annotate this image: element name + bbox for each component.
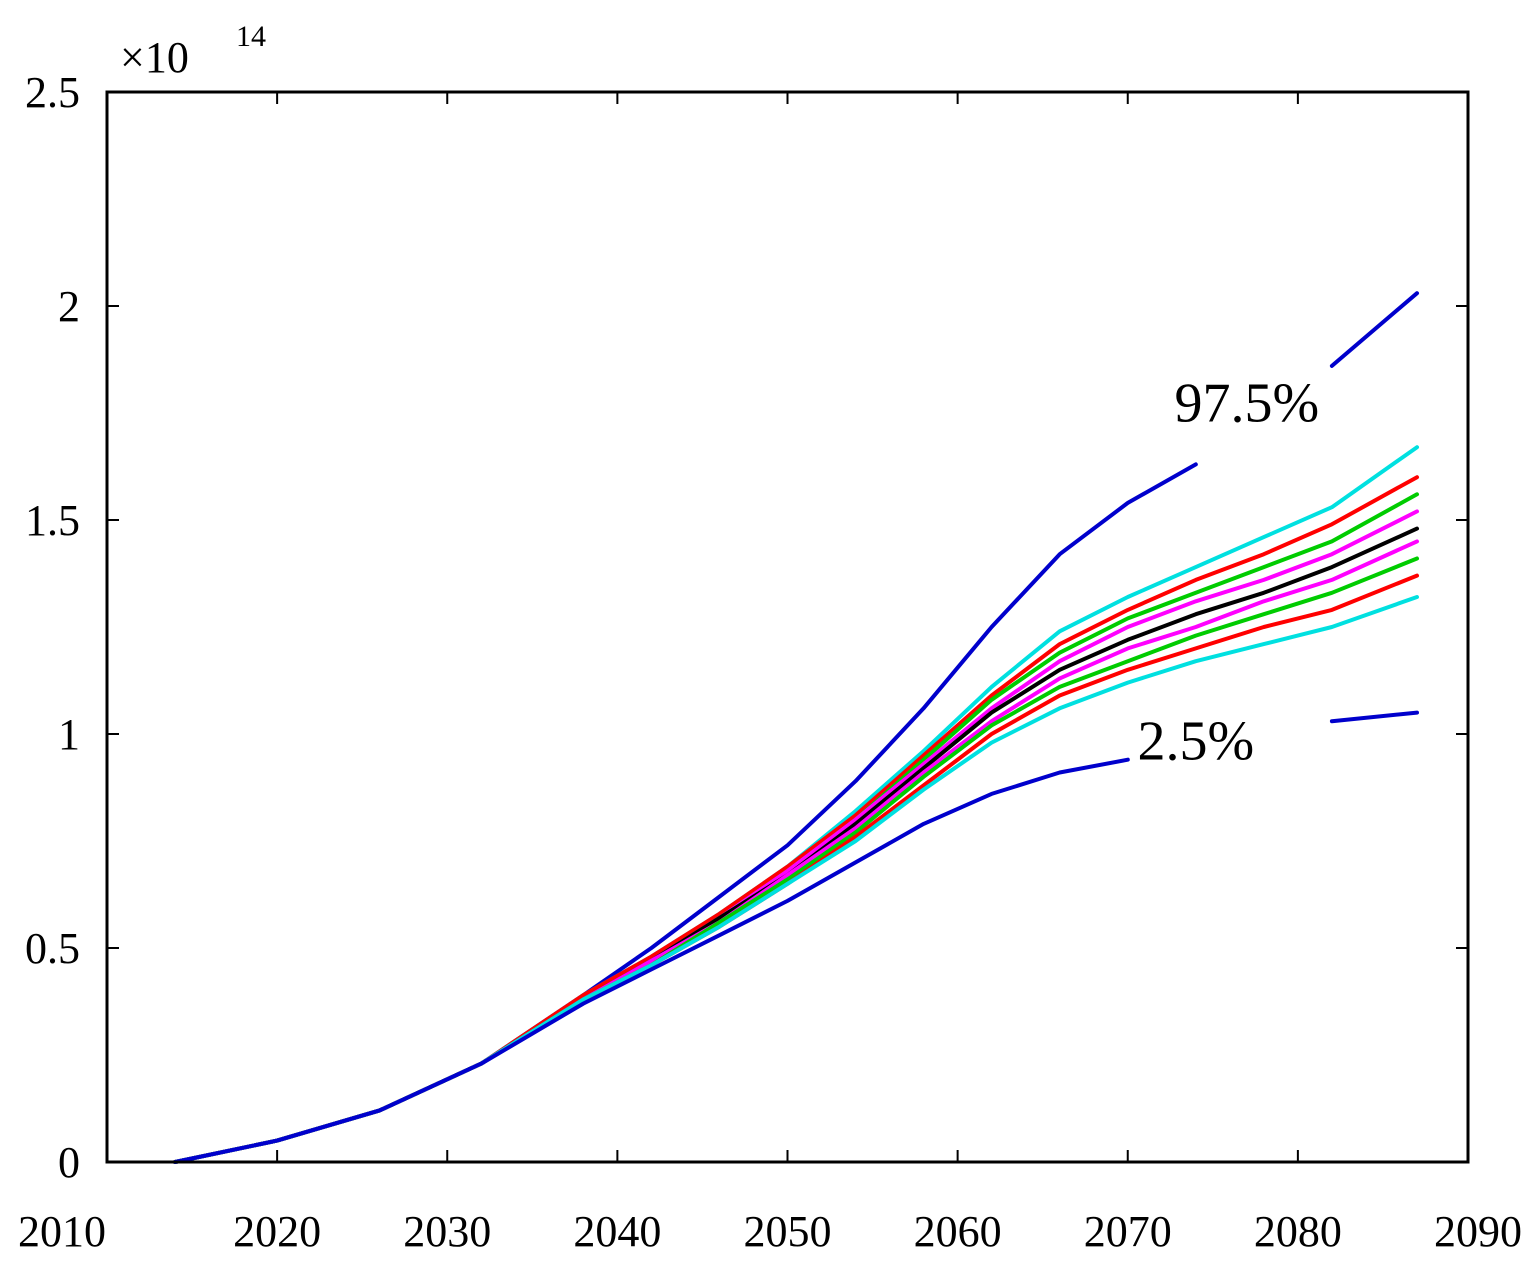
series-layer [173,291,1419,1164]
y-tick-label: 2.5 [25,68,80,117]
series-line-cyan-upper [173,445,1419,1164]
y-multiplier-base: ×10 [120,33,189,82]
series-line-magenta-lower [173,539,1419,1164]
x-tick-label: 2020 [233,1207,321,1256]
x-tick-label: 2030 [403,1207,491,1256]
x-tick-label: 2050 [744,1207,832,1256]
y-tick-label: 1.5 [25,496,80,545]
annotations: 97.5% 2.5% [1137,373,1319,773]
x-tick-label: 2060 [914,1207,1002,1256]
y-tick-label: 0.5 [25,924,80,973]
x-tick-label: 2070 [1084,1207,1172,1256]
series-line-lower-2.5 [173,710,1419,1164]
x-tick-label: 2080 [1254,1207,1342,1256]
x-axis-tick-labels: 2010 2020 2030 2040 2050 2060 2070 2080 2090 [18,1207,1522,1256]
x-tick-label: 2010 [18,1207,106,1256]
annotation-label: 2.5% [1137,711,1254,773]
y-multiplier-exponent: 14 [236,20,266,53]
annotation-label: 97.5% [1175,373,1320,435]
y-tick-label: 1 [58,710,80,759]
y-tick-label: 2 [58,282,80,331]
x-tick-label: 2040 [573,1207,661,1256]
tick-layer [106,91,1469,1163]
x-tick-label: 2090 [1434,1207,1522,1256]
series-line-cyan-lower [173,595,1419,1164]
series-line-green-upper [173,492,1419,1164]
y-tick-label: 0 [58,1138,80,1187]
y-axis-tick-labels: 0 0.5 1 1.5 2 2.5 [25,68,80,1187]
